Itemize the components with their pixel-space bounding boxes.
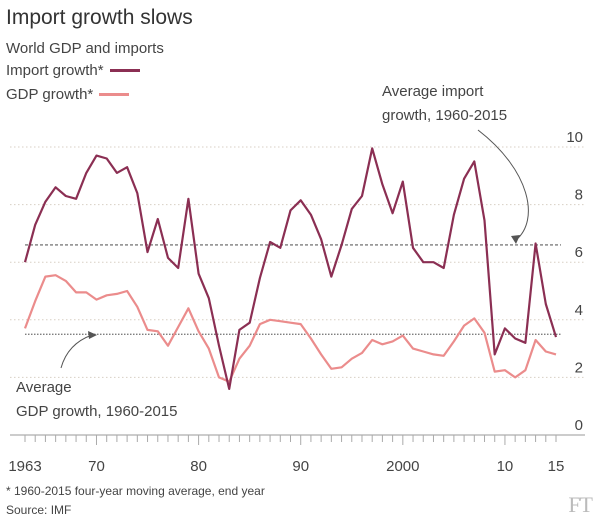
footnote: * 1960-2015 four-year moving average, en… bbox=[6, 484, 265, 498]
y-tick-label: 10 bbox=[566, 129, 583, 146]
annotation-line: GDP growth, 1960-2015 bbox=[16, 403, 178, 420]
chart-title: Import growth slows bbox=[6, 6, 193, 29]
y-tick-label: 6 bbox=[575, 244, 583, 261]
ft-logo: FT bbox=[568, 492, 593, 517]
y-tick-label: 4 bbox=[575, 302, 583, 319]
x-tick-label: 80 bbox=[190, 458, 207, 475]
legend-gdp: GDP growth* bbox=[6, 86, 130, 103]
legend-swatch bbox=[99, 93, 130, 96]
x-tick-label: 2000 bbox=[386, 458, 419, 475]
annotation-line: growth, 1960-2015 bbox=[382, 107, 508, 124]
legend-label: Import growth* bbox=[6, 62, 104, 79]
x-tick-label: 1963 bbox=[8, 458, 41, 475]
gdp-average-annotation: Average GDP growth, 1960-2015 bbox=[16, 376, 178, 424]
import-annotation-arrow bbox=[477, 129, 529, 241]
x-tick-label: 10 bbox=[497, 458, 514, 475]
x-tick-label: 90 bbox=[292, 458, 309, 475]
x-tick-label: 70 bbox=[88, 458, 105, 475]
arrowhead-icon bbox=[511, 235, 520, 244]
x-tick-label: 15 bbox=[548, 458, 565, 475]
legend-swatch bbox=[109, 69, 140, 72]
gdp-growth-line bbox=[23, 274, 557, 383]
legend-label: GDP growth* bbox=[6, 86, 94, 103]
chart-subtitle: World GDP and imports bbox=[6, 40, 164, 57]
annotation-line: Average bbox=[16, 379, 72, 396]
annotation-line: Average import bbox=[382, 83, 484, 100]
import-average-annotation: Average import growth, 1960-2015 bbox=[382, 80, 507, 128]
y-tick-label: 0 bbox=[575, 417, 583, 434]
y-tick-label: 8 bbox=[575, 187, 583, 204]
arrowhead-icon bbox=[88, 331, 97, 339]
source: Source: IMF bbox=[6, 503, 72, 517]
gdp-annotation-arrow bbox=[60, 334, 93, 369]
y-tick-label: 2 bbox=[575, 359, 583, 376]
import-growth-line bbox=[23, 147, 558, 390]
legend-import: Import growth* bbox=[6, 62, 140, 79]
